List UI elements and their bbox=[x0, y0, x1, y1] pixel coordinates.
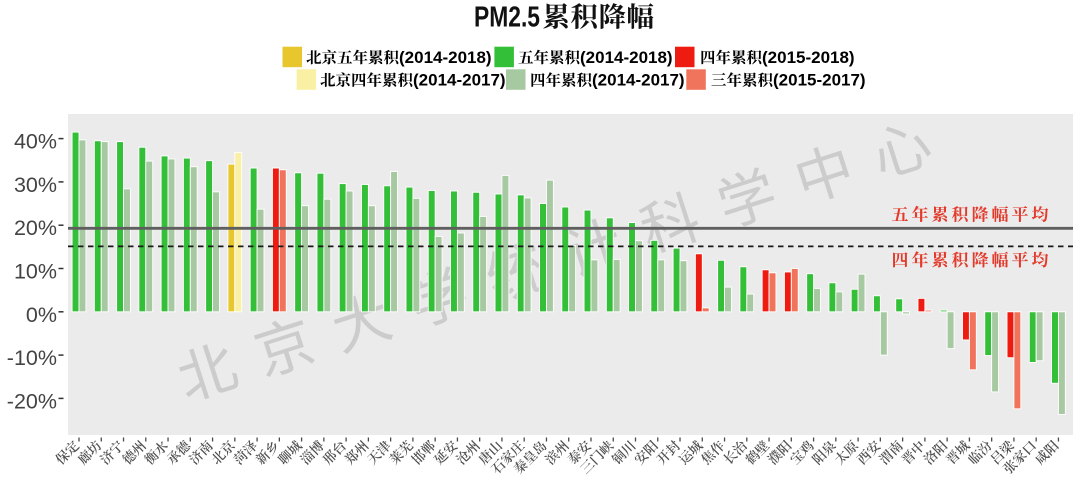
svg-text:-10%: -10% bbox=[7, 346, 57, 370]
svg-text:(2015-2018): (2015-2018) bbox=[762, 48, 855, 67]
svg-text:-20%: -20% bbox=[7, 389, 57, 413]
svg-text:(2014-2018): (2014-2018) bbox=[399, 48, 492, 67]
svg-text:(2014-2017): (2014-2017) bbox=[592, 71, 685, 90]
svg-text:40%: 40% bbox=[14, 130, 57, 154]
svg-text:(2014-2017): (2014-2017) bbox=[413, 71, 506, 90]
svg-text:0%: 0% bbox=[26, 303, 57, 327]
svg-text:10%: 10% bbox=[14, 260, 57, 284]
svg-text:(2015-2017): (2015-2017) bbox=[773, 71, 866, 90]
svg-text:PM2.5: PM2.5 bbox=[474, 2, 540, 34]
svg-text:(2014-2018): (2014-2018) bbox=[580, 48, 673, 67]
svg-text:20%: 20% bbox=[14, 216, 57, 240]
svg-text:30%: 30% bbox=[14, 173, 57, 197]
